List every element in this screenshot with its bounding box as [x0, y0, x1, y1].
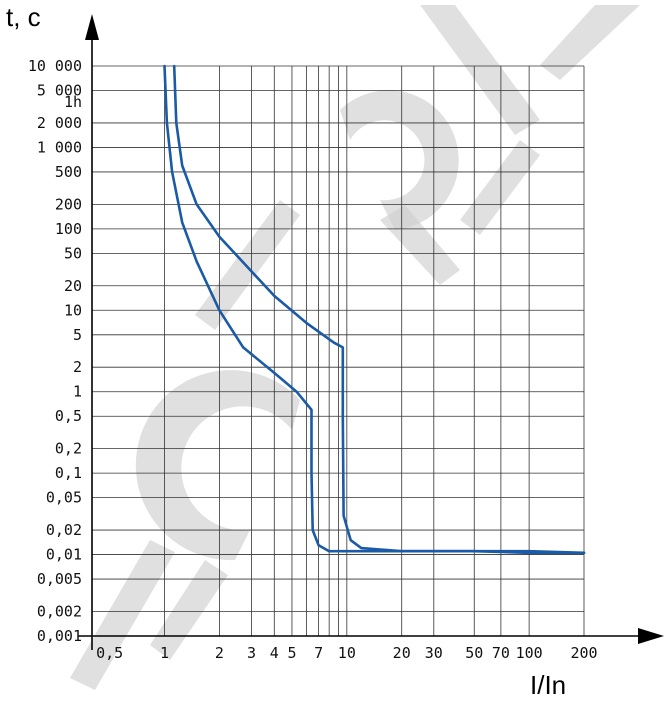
y-tick-label: 200 [55, 195, 82, 213]
x-tick-label: 30 [425, 644, 443, 662]
x-tick-labels: 0,5 1 2 3 4 5 7 10 20 30 50 70 100 200 [96, 644, 597, 662]
y-tick-label: 100 [55, 220, 82, 238]
y-axis-title: t, c [6, 2, 41, 32]
x-tick-label: 2 [215, 644, 224, 662]
y-tick-label: 0,05 [46, 489, 82, 507]
y-tick-label: 2 [73, 358, 82, 376]
y-tick-label: 0,002 [37, 602, 82, 620]
x-tick-label: 5 [287, 644, 296, 662]
x-tick-label: 20 [393, 644, 411, 662]
y-tick-label: 1 000 [37, 138, 82, 156]
x-tick-label: 1 [160, 644, 169, 662]
watermark [70, 5, 640, 690]
y-tick-label: 10 [64, 301, 82, 319]
watermark-stroke [460, 140, 540, 235]
watermark-stroke [195, 200, 300, 330]
x-tick-label: 70 [492, 644, 510, 662]
series-line-2 [172, 64, 586, 555]
watermark-stroke [420, 5, 540, 135]
y-tick-label: 1 [73, 383, 82, 401]
y-tick-label: 0,5 [55, 407, 82, 425]
y-tick-label: 0,01 [46, 546, 82, 564]
y-tick-label: 2 000 [37, 114, 82, 132]
x-tick-label: 0,5 [96, 644, 123, 662]
grid [92, 65, 585, 637]
y-tick-label: 0,1 [55, 464, 82, 482]
y-tick-label: 0,02 [46, 521, 82, 539]
y-tick-label: 0,2 [55, 440, 82, 458]
y-tick-label: 10 000 [28, 57, 82, 75]
y-tick-label: 1h [64, 93, 82, 111]
series [163, 64, 586, 555]
x-axis-arrow [638, 628, 664, 644]
axes [78, 14, 664, 650]
x-tick-label: 10 [338, 644, 356, 662]
watermark-stroke [540, 5, 640, 80]
x-tick-label: 7 [314, 644, 323, 662]
y-tick-label: 0,001 [37, 627, 82, 645]
x-tick-label: 3 [247, 644, 256, 662]
x-tick-label: 200 [570, 644, 597, 662]
y-tick-label: 0,005 [37, 570, 82, 588]
watermark-stroke [70, 540, 175, 690]
x-tick-label: 4 [270, 644, 279, 662]
watermark-stroke [340, 90, 459, 230]
y-tick-label: 5 [73, 326, 82, 344]
x-axis-title: I/In [530, 670, 566, 700]
y-tick-label: 5 000 [37, 82, 82, 100]
watermark-stroke [135, 370, 300, 561]
y-tick-label: 20 [64, 277, 82, 295]
y-axis-arrow [85, 14, 99, 40]
watermark-stroke [150, 560, 228, 660]
y-tick-label: 500 [55, 163, 82, 181]
x-tick-label: 50 [465, 644, 483, 662]
x-tick-label: 100 [516, 644, 543, 662]
y-tick-label: 50 [64, 244, 82, 262]
